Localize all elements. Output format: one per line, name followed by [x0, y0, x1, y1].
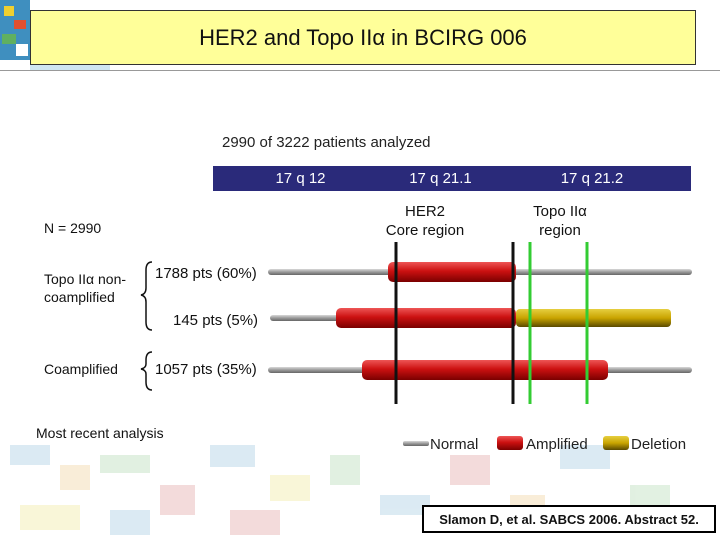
- legend-normal-label: Normal: [430, 436, 479, 453]
- patients-analyzed-text: 2990 of 3222 patients analyzed: [222, 134, 431, 151]
- row3-amplified-segment: [362, 360, 608, 380]
- coamplified-group-label: Coamplified: [44, 361, 118, 377]
- legend-normal-swatch: [403, 441, 429, 446]
- slide-title: HER2 and Topo IIα in BCIRG 006: [30, 10, 696, 65]
- band-17q12: 17 q 12: [275, 170, 326, 187]
- legend-deletion-swatch: [603, 436, 629, 450]
- row-label: 145 pts (5%): [173, 312, 259, 329]
- legend-amplified-swatch: [497, 436, 523, 450]
- noncoamplified-group-label: Topo IIα non- coamplified: [44, 271, 127, 305]
- n-label: N = 2990: [44, 220, 102, 236]
- band-17q21-2: 17 q 21.2: [560, 170, 624, 187]
- row-label: 1788 pts (60%): [155, 265, 257, 282]
- noncoamplified-brace: [140, 261, 153, 331]
- coamplified-brace: [140, 351, 153, 391]
- row2-deletion-segment: [516, 309, 671, 327]
- band-17q21-1: 17 q 21.1: [409, 170, 472, 187]
- topo-region-label: Topo IIα region: [533, 203, 587, 239]
- row-label: 1057 pts (35%): [155, 361, 257, 378]
- row1-amplified-segment: [388, 262, 516, 282]
- chromosome-band-header: 17 q 12 17 q 21.1 17 q 21.2: [213, 166, 691, 191]
- row2-normal-segment: [270, 315, 340, 321]
- legend-deletion-label: Deletion: [631, 436, 687, 453]
- title-divider: [0, 70, 720, 71]
- most-recent-analysis-note: Most recent analysis: [36, 425, 164, 441]
- legend-amplified-label: Amplified: [526, 436, 588, 453]
- her2-core-region-label: HER2 Core region: [385, 203, 465, 239]
- decorative-mosaic-top: [0, 0, 110, 70]
- reference-citation: Slamon D, et al. SABCS 2006. Abstract 52…: [422, 505, 716, 533]
- row2-amplified-segment: [336, 308, 516, 328]
